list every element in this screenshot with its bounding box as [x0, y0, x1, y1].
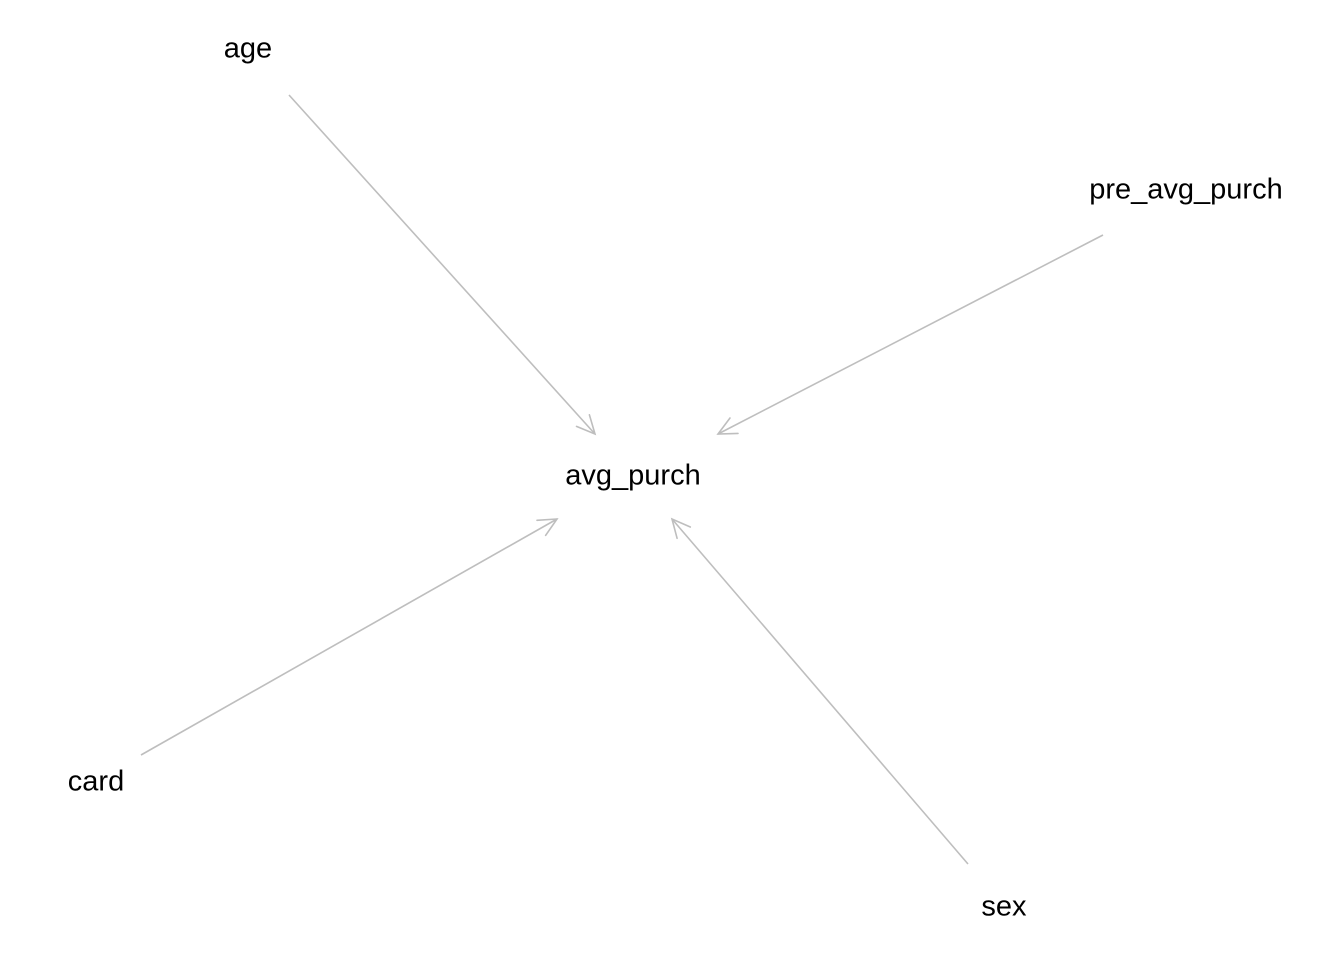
edge-card-to-avg-purch	[140, 518, 559, 756]
node-card: card	[68, 766, 124, 798]
edge-sex-to-avg-purch-arrowhead-icon	[670, 517, 692, 540]
edge-pre-avg-purch-to-avg-purch-arrowhead-icon	[716, 417, 739, 435]
edge-pre-avg-purch-to-avg-purch	[716, 234, 1104, 435]
edge-age-to-avg-purch	[288, 94, 597, 436]
edge-card-to-avg-purch-arrowhead-icon	[536, 518, 559, 537]
node-age: age	[224, 33, 272, 65]
node-pre-avg-purch: pre_avg_purch	[1089, 174, 1282, 206]
node-avg-purch: avg_purch	[565, 460, 700, 492]
edge-sex-to-avg-purch	[670, 517, 969, 865]
edge-pre-avg-purch-to-avg-purch-line	[717, 234, 1104, 435]
edge-card-to-avg-purch-line	[140, 518, 558, 756]
edge-age-to-avg-purch-line	[288, 94, 596, 435]
edges-layer	[140, 94, 1104, 865]
edge-sex-to-avg-purch-line	[671, 518, 969, 865]
node-sex: sex	[981, 891, 1027, 923]
edge-age-to-avg-purch-arrowhead-icon	[575, 414, 597, 436]
